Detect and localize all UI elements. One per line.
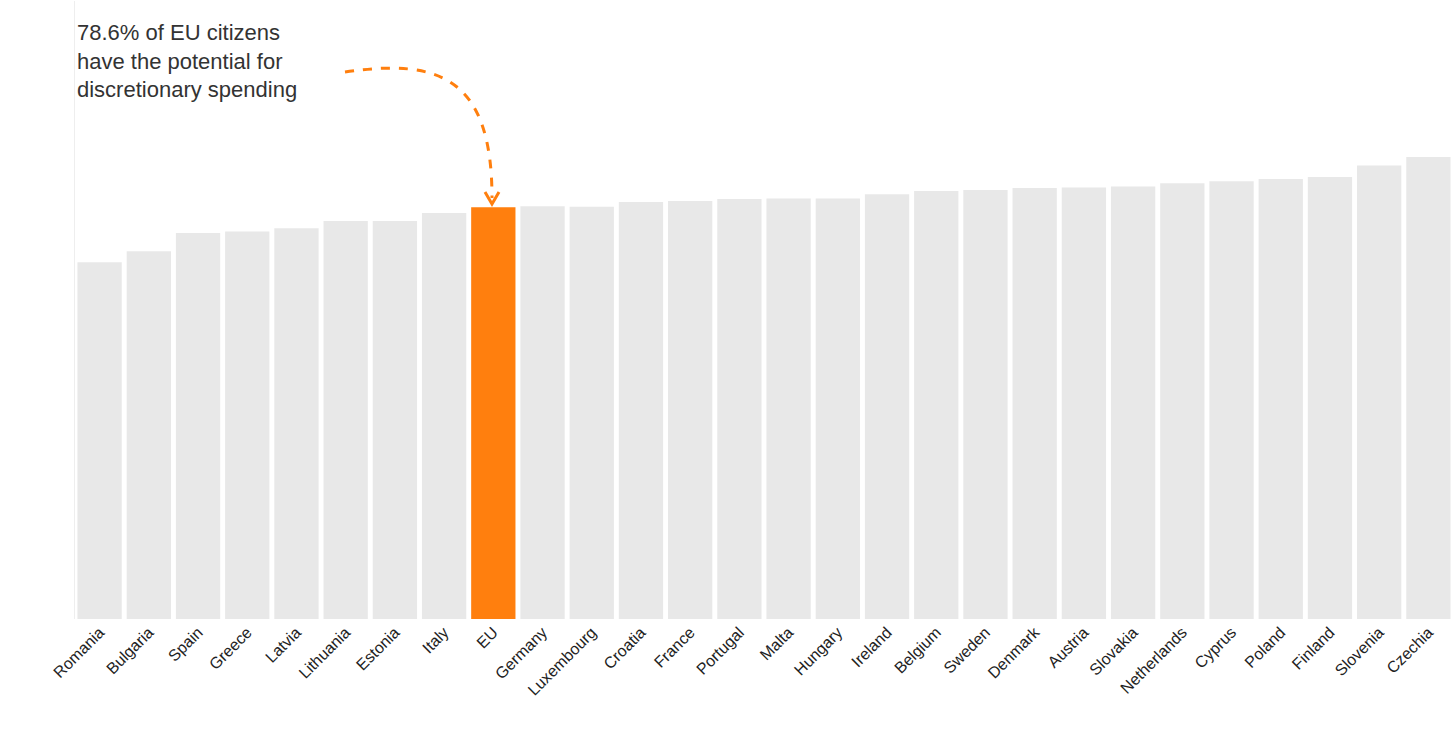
svg-text:Czechia: Czechia [1383, 624, 1436, 677]
svg-text:Latvia: Latvia [262, 624, 304, 666]
svg-text:Romania: Romania [50, 624, 107, 681]
svg-text:Hungary: Hungary [791, 624, 846, 679]
svg-text:Netherlands: Netherlands [1117, 624, 1190, 697]
svg-text:Belgium: Belgium [891, 624, 944, 677]
svg-text:Poland: Poland [1241, 624, 1288, 671]
svg-text:Luxembourg: Luxembourg [525, 624, 600, 699]
svg-text:Portugal: Portugal [693, 624, 747, 678]
svg-text:Estonia: Estonia [353, 624, 403, 674]
svg-text:Austria: Austria [1044, 624, 1091, 671]
svg-text:Greece: Greece [206, 624, 255, 673]
svg-text:Spain: Spain [165, 624, 206, 665]
svg-text:Croatia: Croatia [600, 624, 649, 673]
svg-text:Sweden: Sweden [940, 624, 993, 677]
svg-text:Malta: Malta [757, 624, 797, 664]
svg-text:France: France [651, 624, 698, 671]
svg-text:Lithuania: Lithuania [296, 624, 354, 682]
svg-text:78.6% of EU citizenshave the p: 78.6% of EU citizenshave the potential f… [77, 20, 297, 102]
svg-text:Ireland: Ireland [848, 624, 895, 671]
svg-text:Slovenia: Slovenia [1332, 624, 1387, 679]
svg-text:Bulgaria: Bulgaria [103, 624, 157, 678]
svg-text:Finland: Finland [1289, 624, 1338, 673]
svg-text:EU: EU [473, 624, 501, 652]
svg-text:Italy: Italy [419, 624, 452, 657]
svg-text:Denmark: Denmark [985, 623, 1044, 682]
svg-text:Slovakia: Slovakia [1086, 624, 1141, 679]
svg-text:Germany: Germany [492, 624, 551, 683]
svg-text:Cyprus: Cyprus [1191, 624, 1239, 672]
